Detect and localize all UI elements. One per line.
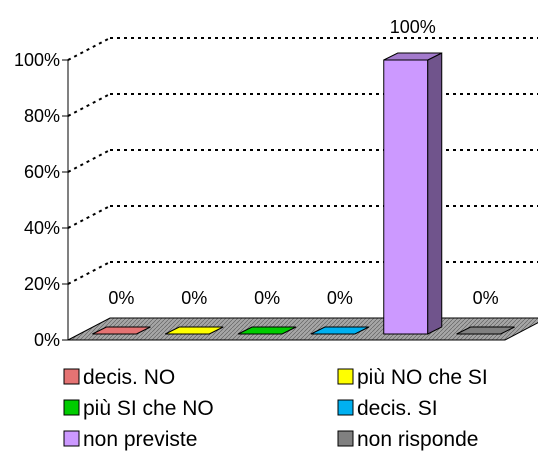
legend-swatch [337, 368, 354, 385]
y-tick-label: 20% [24, 274, 60, 294]
y-tick-label: 80% [24, 106, 60, 126]
bar [310, 326, 370, 335]
gridline-depth [67, 37, 111, 61]
bar [92, 326, 151, 335]
legend-label: decis. SI [357, 397, 438, 420]
legend-swatch [63, 368, 80, 385]
gridline-depth [67, 205, 111, 229]
legend-swatch [337, 430, 354, 447]
gridline-depth [67, 149, 111, 173]
bar [383, 52, 443, 335]
data-label: 0% [181, 288, 207, 308]
bar-zero [310, 326, 370, 335]
y-tick-label: 0% [34, 330, 60, 350]
legend-item: non risponde [337, 428, 478, 451]
bars [92, 52, 515, 335]
y-tick-label: 40% [24, 218, 60, 238]
gridline-depth [67, 261, 111, 285]
data-labels: 0% 0% 0% 0% 100% 0% [108, 17, 498, 308]
bar-zero [165, 326, 224, 335]
bar-zero [237, 326, 297, 335]
legend-swatch [63, 399, 80, 416]
bar [165, 326, 224, 335]
bar-top [383, 52, 442, 61]
legend-swatch [63, 430, 80, 447]
bar-side [427, 52, 443, 335]
y-axis: 0% 20% 40% 60% 80% 100% [14, 50, 69, 350]
bar [456, 326, 515, 335]
legend-item: decis. SI [337, 397, 438, 420]
legend-label: più NO che SI [357, 366, 488, 389]
legend-label: non previste [83, 428, 197, 451]
data-label: 0% [473, 288, 499, 308]
legend-item: più SI che NO [63, 397, 214, 420]
gridlines [67, 37, 538, 285]
data-label: 0% [108, 288, 134, 308]
bar-front [383, 59, 429, 335]
data-label: 100% [390, 17, 436, 37]
y-tick-label: 60% [24, 162, 60, 182]
y-tick-label: 100% [14, 50, 60, 70]
bar-zero [92, 326, 151, 335]
gridline-depth [67, 93, 111, 117]
legend-label: non risponde [357, 428, 478, 451]
legend-label: più SI che NO [83, 397, 214, 420]
bar [237, 326, 297, 335]
legend-label: decis. NO [83, 366, 175, 389]
legend: decis. NO più NO che SI più SI che NO decis… [63, 366, 488, 451]
data-label: 0% [254, 288, 280, 308]
data-label: 0% [327, 288, 353, 308]
bar-zero [456, 326, 515, 335]
legend-item: non previste [63, 428, 197, 451]
legend-item: decis. NO [63, 366, 175, 389]
legend-item: più NO che SI [337, 366, 488, 389]
legend-swatch [337, 399, 354, 416]
